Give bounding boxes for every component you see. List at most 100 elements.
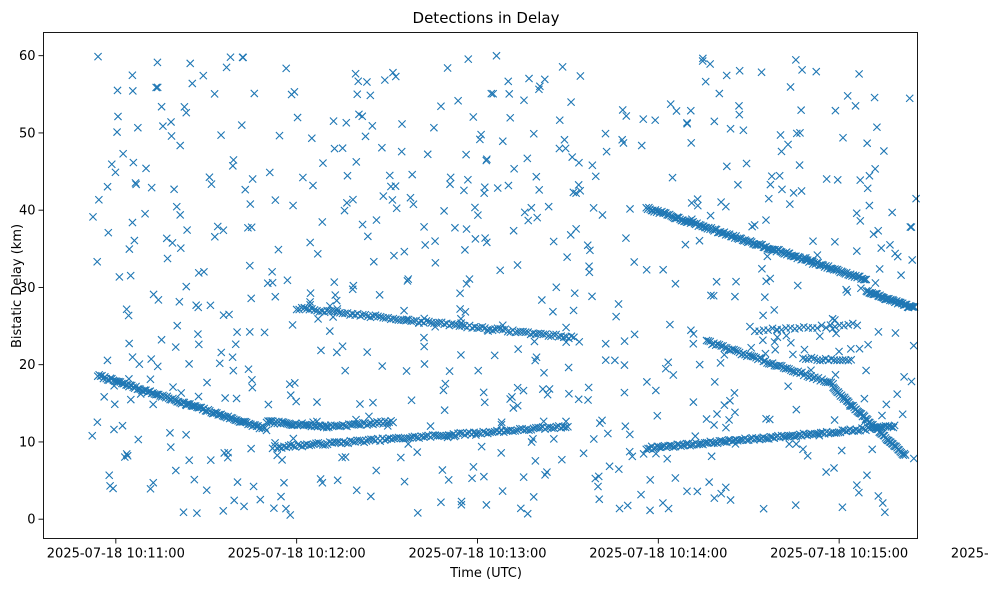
clutter-detection-point [293,113,302,122]
clutter-detection-point [480,189,489,198]
clutter-detection-point [576,72,585,80]
clutter-detection-point [907,377,916,386]
clutter-detection-point [782,248,791,257]
clutter-detection-point [791,55,800,64]
clutter-detection-point [341,366,350,375]
clutter-detection-point [529,492,538,501]
clutter-detection-point [147,355,156,364]
clutter-detection-point [386,182,395,191]
clutter-detection-point [153,362,162,371]
clutter-detection-point [721,202,730,211]
clutter-detection-point [830,316,839,325]
clutter-detection-point [125,339,134,348]
clutter-detection-point [463,175,472,184]
track-detection-point [412,433,421,442]
track-detection-point [503,327,512,336]
clutter-detection-point [228,353,237,362]
track-detection-point [848,319,857,328]
clutter-detection-point [222,63,231,72]
clutter-detection-point [504,77,513,86]
clutter-detection-point [595,495,604,504]
clutter-detection-point [535,82,544,91]
clutter-detection-point [213,222,222,231]
clutter-detection-point [619,138,628,147]
clutter-detection-point [707,452,716,461]
clutter-detection-point [828,314,837,323]
clutter-detection-point [514,345,523,354]
clutter-detection-point [513,383,522,392]
clutter-detection-point [128,86,137,95]
clutter-detection-point [182,401,191,410]
clutter-detection-point [167,132,176,140]
clutter-detection-point [146,375,155,384]
clutter-detection-point [113,112,122,121]
clutter-detection-point [639,449,648,458]
clutter-detection-point [462,279,471,288]
clutter-detection-point [493,184,502,193]
clutter-detection-point [312,417,321,426]
clutter-detection-point [865,171,874,180]
track-detection-point [807,353,816,362]
clutter-detection-point [516,504,525,513]
clutter-detection-point [104,228,113,237]
clutter-detection-point [730,292,739,301]
clutter-detection-point [782,331,791,340]
clutter-detection-point [605,462,614,471]
clutter-detection-point [705,478,714,487]
clutter-detection-point [431,322,440,331]
clutter-detection-point [443,433,452,442]
clutter-detection-point [441,379,450,388]
track-detection-point [669,443,678,452]
clutter-detection-point [681,240,690,249]
track-detection-point [493,324,502,333]
clutter-detection-point [325,327,334,336]
clutter-detection-point [585,268,594,277]
clutter-detection-point [250,89,259,98]
clutter-detection-point [795,161,804,170]
clutter-detection-point [837,446,846,455]
clutter-detection-point [192,509,201,518]
clutter-detection-point [165,428,174,437]
clutter-detection-point [530,337,539,346]
clutter-detection-point [795,128,804,137]
clutter-detection-point [318,159,327,168]
clutter-detection-point [454,96,463,105]
clutter-detection-point [185,359,194,368]
clutter-detection-point [233,478,242,487]
clutter-detection-point [362,78,371,87]
track-detection-point [358,418,367,427]
clutter-detection-point [537,296,546,305]
clutter-detection-point [400,306,409,315]
clutter-detection-point [351,69,360,78]
clutter-detection-point [687,138,696,147]
clutter-detection-point [585,262,594,271]
track-detection-point [117,379,126,388]
clutter-detection-point [93,257,102,266]
clutter-detection-point [134,435,143,444]
clutter-detection-point [436,498,445,507]
clutter-detection-point [464,55,473,64]
clutter-detection-point [898,410,907,419]
clutter-detection-point [874,327,883,336]
clutter-detection-point [130,236,139,245]
clutter-detection-point [555,144,564,153]
clutter-detection-point [851,101,860,110]
clutter-detection-point [113,128,122,137]
clutter-detection-point [722,162,731,171]
clutter-detection-point [333,476,342,485]
clutter-detection-point [912,194,921,203]
clutter-detection-point [813,251,822,260]
clutter-detection-point [378,362,387,371]
clutter-detection-point [523,154,532,163]
clutter-detection-point [497,420,506,429]
clutter-detection-point [168,238,177,247]
clutter-detection-point [532,353,541,362]
clutter-detection-point [869,230,878,239]
clutter-detection-point [562,323,571,332]
clutter-detection-point [479,388,488,397]
clutter-detection-point [314,314,323,323]
clutter-detection-point [722,71,731,80]
clutter-detection-point [498,321,507,330]
clutter-detection-point [773,333,782,342]
clutter-detection-point [579,449,588,458]
